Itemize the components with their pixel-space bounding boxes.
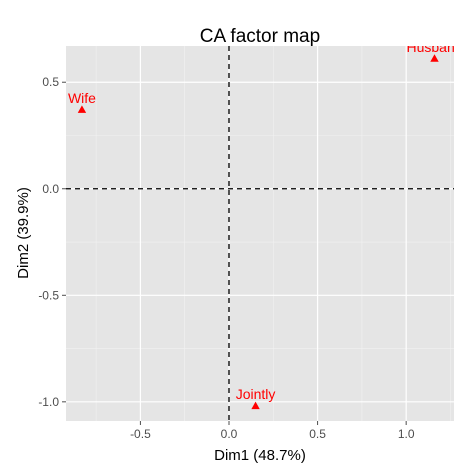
minor-gridlines	[66, 46, 454, 421]
point-marker-wife	[77, 105, 87, 113]
point-label-wife: Wife	[68, 90, 96, 106]
point-label-husband: Husband	[406, 39, 462, 55]
y-tick-label: 0.0	[42, 182, 59, 196]
y-tick-label: -1.0	[38, 395, 59, 409]
x-tick-label: -0.5	[130, 427, 151, 441]
data-points: Wife Husband Jointly	[68, 39, 462, 410]
major-gridlines	[66, 46, 454, 421]
reference-lines	[66, 46, 454, 421]
x-tick-label: 1.0	[398, 427, 415, 441]
chart-title: CA factor map	[200, 26, 320, 47]
point-marker-husband	[430, 54, 439, 62]
x-tick-label: 0.0	[221, 427, 238, 441]
axis-ticks: -0.5 0.0 0.5 1.0 -1.0 -0.5 0.0 0.5	[38, 75, 415, 441]
y-axis-title: Dim2 (39.9%)	[15, 187, 32, 279]
x-axis-title: Dim1 (48.7%)	[214, 447, 306, 464]
point-label-jointly: Jointly	[236, 386, 276, 402]
point-marker-jointly	[251, 401, 260, 410]
y-tick-label: -0.5	[38, 288, 59, 302]
y-tick-label: 0.5	[42, 75, 59, 89]
plot-panel	[66, 46, 454, 421]
x-tick-label: 0.5	[309, 427, 326, 441]
